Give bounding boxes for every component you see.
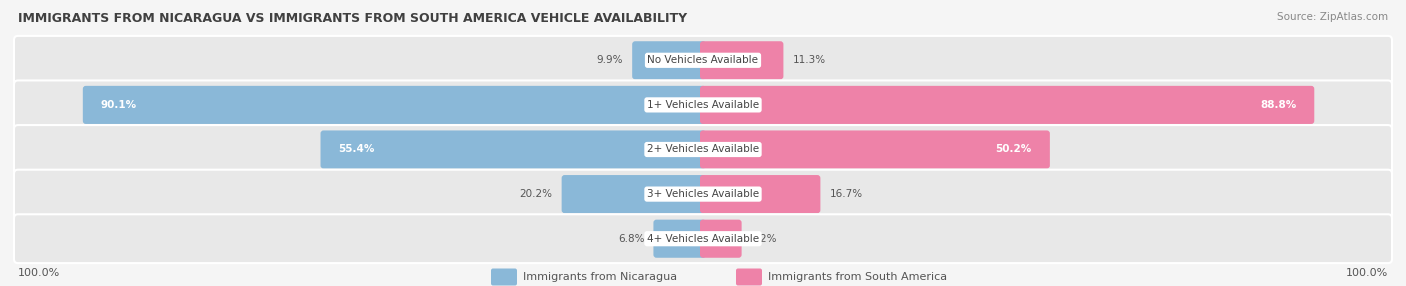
Text: 2+ Vehicles Available: 2+ Vehicles Available: [647, 144, 759, 154]
Text: 1+ Vehicles Available: 1+ Vehicles Available: [647, 100, 759, 110]
Text: 9.9%: 9.9%: [596, 55, 623, 65]
Text: 3+ Vehicles Available: 3+ Vehicles Available: [647, 189, 759, 199]
Text: 11.3%: 11.3%: [793, 55, 825, 65]
Text: Source: ZipAtlas.com: Source: ZipAtlas.com: [1277, 12, 1388, 22]
Text: IMMIGRANTS FROM NICARAGUA VS IMMIGRANTS FROM SOUTH AMERICA VEHICLE AVAILABILITY: IMMIGRANTS FROM NICARAGUA VS IMMIGRANTS …: [18, 12, 688, 25]
Text: 16.7%: 16.7%: [830, 189, 862, 199]
FancyBboxPatch shape: [633, 41, 706, 79]
Text: 90.1%: 90.1%: [101, 100, 136, 110]
FancyBboxPatch shape: [14, 170, 1392, 219]
FancyBboxPatch shape: [654, 220, 706, 258]
FancyBboxPatch shape: [14, 36, 1392, 85]
FancyBboxPatch shape: [321, 130, 706, 168]
FancyBboxPatch shape: [14, 80, 1392, 129]
Text: 55.4%: 55.4%: [339, 144, 375, 154]
Text: Immigrants from South America: Immigrants from South America: [768, 272, 948, 282]
Text: No Vehicles Available: No Vehicles Available: [648, 55, 758, 65]
FancyBboxPatch shape: [83, 86, 706, 124]
FancyBboxPatch shape: [14, 125, 1392, 174]
FancyBboxPatch shape: [14, 214, 1392, 263]
FancyBboxPatch shape: [700, 130, 1050, 168]
FancyBboxPatch shape: [700, 86, 1315, 124]
FancyBboxPatch shape: [491, 269, 517, 285]
Text: 4+ Vehicles Available: 4+ Vehicles Available: [647, 234, 759, 244]
Text: 88.8%: 88.8%: [1260, 100, 1296, 110]
FancyBboxPatch shape: [700, 220, 741, 258]
Text: 20.2%: 20.2%: [520, 189, 553, 199]
FancyBboxPatch shape: [700, 41, 783, 79]
FancyBboxPatch shape: [561, 175, 706, 213]
FancyBboxPatch shape: [700, 175, 820, 213]
FancyBboxPatch shape: [735, 269, 762, 285]
Text: 100.0%: 100.0%: [18, 268, 60, 278]
Text: 6.8%: 6.8%: [617, 234, 644, 244]
Text: 100.0%: 100.0%: [1346, 268, 1388, 278]
Text: 5.2%: 5.2%: [751, 234, 778, 244]
Text: Immigrants from Nicaragua: Immigrants from Nicaragua: [523, 272, 678, 282]
Text: 50.2%: 50.2%: [995, 144, 1032, 154]
